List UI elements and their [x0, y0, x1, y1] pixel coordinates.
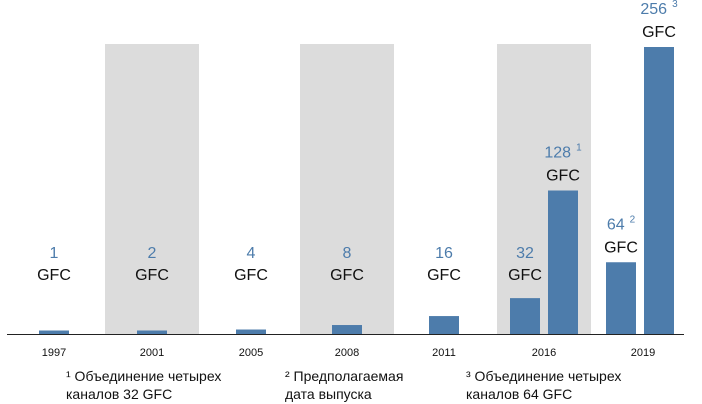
data-label-value: 64 2 — [607, 214, 636, 233]
band-2008 — [300, 44, 394, 334]
data-label-value: 32 — [516, 245, 534, 262]
bar-2001-2 — [137, 330, 167, 334]
data-label-unit: GFC — [427, 267, 461, 284]
bar-2016-32 — [510, 298, 540, 334]
x-tick-label-2016: 2016 — [532, 347, 556, 359]
data-label-unit: GFC — [37, 267, 71, 284]
bar-2005-4 — [236, 329, 266, 334]
band-2001 — [105, 44, 199, 334]
bar-2011-16 — [429, 316, 459, 334]
data-label-unit: GFC — [642, 24, 676, 41]
footnote-2: ² Предполагаемая дата выпуска — [285, 368, 404, 402]
data-label-value: 2 — [148, 245, 157, 262]
data-label-value: 256 3 — [640, 0, 678, 18]
bar-2019-256 — [644, 47, 674, 334]
data-label-value: 16 — [435, 245, 453, 262]
bar-2019-64 — [606, 262, 636, 334]
bar-1997-1 — [39, 330, 69, 334]
x-tick-label-1997: 1997 — [42, 347, 66, 359]
data-label-unit: GFC — [330, 267, 364, 284]
footnote-mark: 2 — [630, 214, 636, 225]
data-label-unit: GFC — [546, 168, 580, 185]
footnote-mark: 1 — [576, 143, 582, 154]
data-label-unit: GFC — [234, 267, 268, 284]
data-label-value: 8 — [343, 245, 352, 262]
x-tick-label-2001: 2001 — [140, 347, 164, 359]
data-label-unit: GFC — [508, 267, 542, 284]
x-tick-label-2008: 2008 — [335, 347, 359, 359]
data-label-value: 4 — [247, 245, 256, 262]
x-tick-label-2019: 2019 — [631, 347, 655, 359]
footnote-3: ³ Объединение четырех каналов 64 GFC — [466, 368, 622, 402]
data-label-unit: GFC — [135, 267, 169, 284]
bar-2008-8 — [332, 325, 362, 334]
data-label-unit: GFC — [604, 239, 638, 256]
x-tick-label-2005: 2005 — [239, 347, 263, 359]
bar-2016-128 — [548, 190, 578, 334]
footnote-mark: 3 — [672, 0, 678, 10]
footnote-1: ¹ Объединение четырех каналов 32 GFC — [66, 368, 222, 402]
data-label-value: 1 — [50, 245, 59, 262]
x-tick-label-2011: 2011 — [432, 347, 456, 359]
